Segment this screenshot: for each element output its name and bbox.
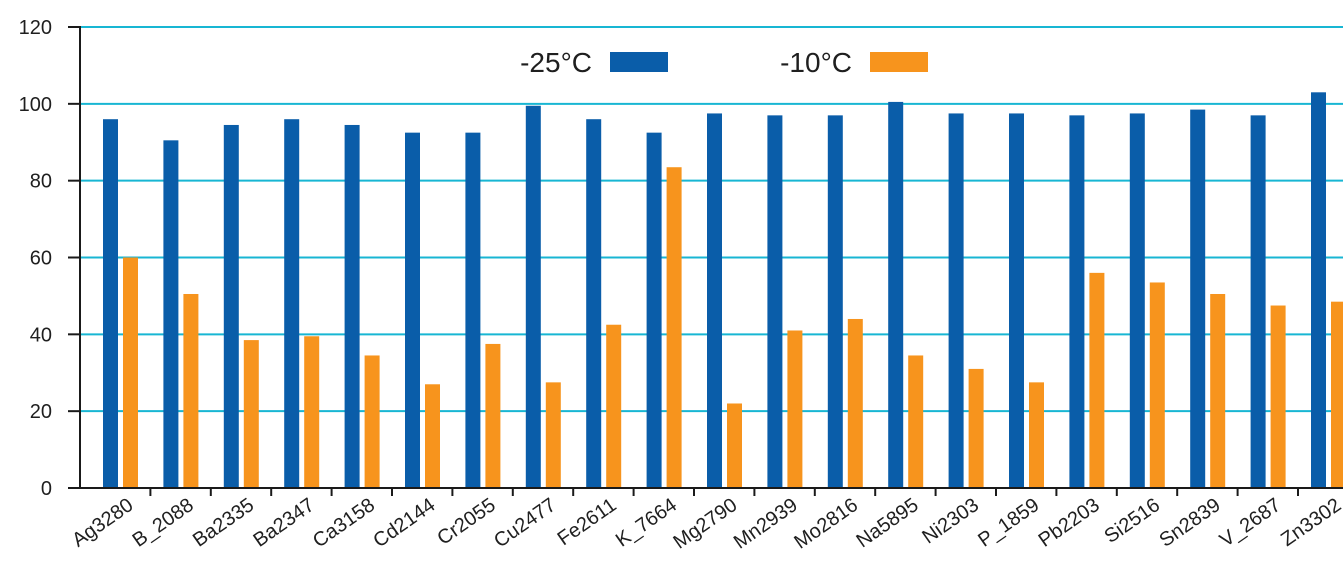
x-tick-label: Ba2335 bbox=[189, 494, 258, 552]
bar-series-2 bbox=[666, 167, 682, 489]
x-tick-label: Ag3280 bbox=[68, 494, 137, 552]
y-tick-label: 120 bbox=[19, 17, 52, 39]
bar-series-1 bbox=[284, 119, 300, 488]
bar-series-1 bbox=[344, 124, 360, 489]
bar-series-2 bbox=[183, 293, 199, 488]
bar-series-2 bbox=[1270, 305, 1286, 488]
y-tick-label: 60 bbox=[30, 248, 52, 270]
bar-series-1 bbox=[405, 132, 420, 489]
y-tick-label: 0 bbox=[41, 478, 52, 500]
bar-series-1 bbox=[103, 119, 118, 488]
bar-series-1 bbox=[1069, 115, 1085, 488]
bar-series-2 bbox=[1149, 282, 1165, 488]
bar-series-1 bbox=[1250, 115, 1266, 488]
x-tick-label: Ni2303 bbox=[918, 494, 983, 548]
bar-series-2 bbox=[1089, 272, 1105, 488]
bar-series-1 bbox=[948, 113, 964, 488]
legend-swatch bbox=[870, 52, 928, 72]
bar-series-1 bbox=[163, 140, 179, 488]
y-tick-label: 80 bbox=[30, 171, 52, 193]
bar-series-1 bbox=[888, 101, 904, 488]
x-tick-label: Cd2144 bbox=[369, 494, 439, 552]
legend: -25°C -10°C bbox=[520, 47, 928, 78]
x-tick-label: Ba2347 bbox=[249, 494, 318, 552]
bar-series-2 bbox=[243, 340, 259, 488]
x-tick-label: Pb2203 bbox=[1035, 494, 1104, 552]
bars bbox=[103, 92, 1343, 489]
x-tick-label: Ca3158 bbox=[309, 494, 379, 552]
bar-series-2 bbox=[1210, 293, 1226, 488]
bar-series-1 bbox=[646, 132, 662, 489]
bar-series-2 bbox=[968, 368, 984, 488]
bar-series-1 bbox=[223, 124, 239, 489]
x-tick-label: Zn3302 bbox=[1277, 494, 1343, 551]
bar-series-2 bbox=[123, 257, 138, 488]
x-tick-label: B_2088 bbox=[129, 494, 198, 552]
bar-series-2 bbox=[364, 355, 380, 488]
bar-series-1 bbox=[1129, 113, 1145, 488]
bar-series-2 bbox=[1029, 382, 1044, 488]
axes bbox=[68, 26, 1343, 496]
bar-series-1 bbox=[1311, 92, 1326, 488]
x-tick-label: K_7664 bbox=[612, 494, 681, 552]
x-tick-label: Na5895 bbox=[853, 494, 923, 552]
x-tick-label: P_1859 bbox=[974, 494, 1043, 552]
x-tick-label: Mo2816 bbox=[790, 494, 862, 553]
x-tick-label: Fe2611 bbox=[554, 494, 621, 550]
x-axis-tick-labels: Ag3280B_2088Ba2335Ba2347Ca3158Cd2144Cr20… bbox=[68, 494, 1343, 553]
bar-series-2 bbox=[606, 324, 622, 488]
legend-label: -10°C bbox=[780, 47, 852, 78]
bar-series-1 bbox=[767, 115, 783, 488]
legend-label: -25°C bbox=[520, 47, 592, 78]
bar-series-2 bbox=[727, 403, 742, 488]
bar-series-2 bbox=[1331, 301, 1343, 488]
bar-series-2 bbox=[304, 336, 320, 488]
y-tick-label: 100 bbox=[19, 94, 52, 116]
bar-series-2 bbox=[908, 355, 924, 488]
x-tick-label: Cr2055 bbox=[433, 494, 499, 550]
bar-series-1 bbox=[707, 113, 722, 488]
bar-series-2 bbox=[847, 318, 863, 488]
bar-series-1 bbox=[525, 105, 541, 489]
y-tick-label: 20 bbox=[30, 401, 52, 423]
y-tick-label: 40 bbox=[30, 324, 52, 346]
x-tick-label: Mn2939 bbox=[730, 494, 802, 553]
x-tick-label: Si2516 bbox=[1101, 494, 1165, 548]
bar-series-1 bbox=[827, 115, 843, 488]
bar-series-2 bbox=[545, 382, 561, 488]
x-tick-label: Sn2839 bbox=[1155, 494, 1224, 552]
x-tick-label: Cu2477 bbox=[490, 494, 560, 552]
bar-series-2 bbox=[787, 330, 803, 488]
bar-series-1 bbox=[586, 119, 602, 488]
x-tick-label: Mg2790 bbox=[670, 494, 742, 553]
legend-swatch bbox=[610, 52, 668, 72]
bar-series-2 bbox=[425, 384, 440, 488]
y-axis-tick-labels: 0 20 40 60 80 100 120 bbox=[19, 17, 52, 500]
bar-series-1 bbox=[1009, 113, 1024, 488]
bar-series-1 bbox=[1190, 109, 1206, 489]
bar-series-1 bbox=[465, 132, 481, 489]
x-tick-label: V_2687 bbox=[1216, 494, 1285, 552]
bar-series-2 bbox=[485, 343, 501, 488]
